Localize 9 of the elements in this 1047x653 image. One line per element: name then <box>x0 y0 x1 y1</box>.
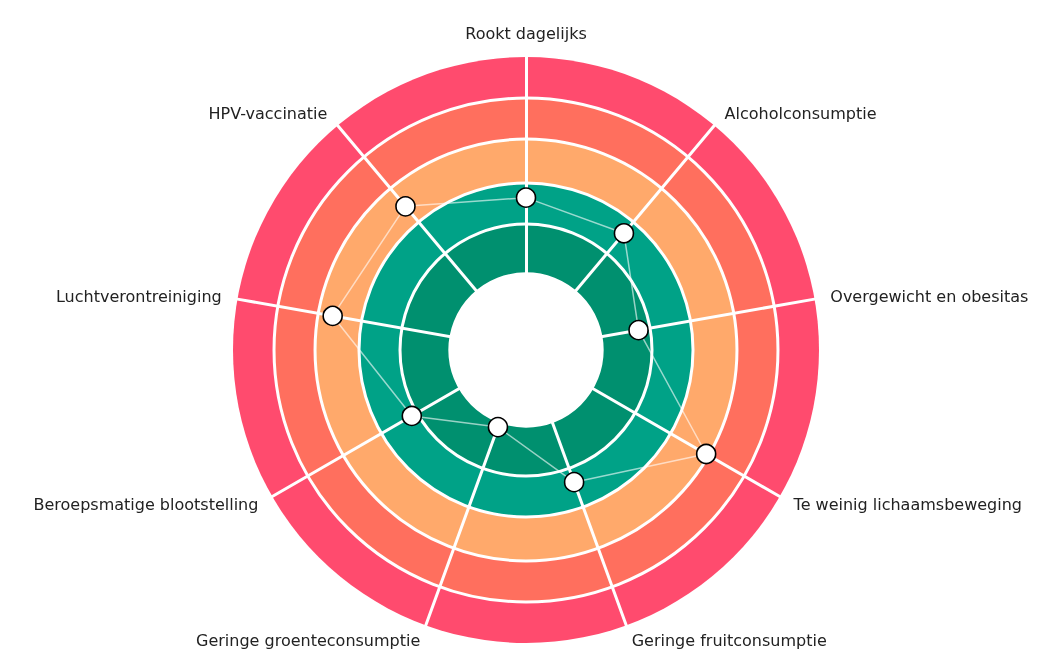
spoke-label: HPV-vaccinatie <box>208 103 328 123</box>
spoke-label: Luchtverontreiniging <box>55 286 222 306</box>
spoke-label: Te weinig lichaamsbeweging <box>792 495 1022 514</box>
spoke-label: Geringe groenteconsumptie <box>196 630 421 650</box>
spoke-label: Alcoholconsumptie <box>724 103 877 123</box>
spoke-label: Rookt dagelijks <box>465 23 587 43</box>
spoke-label: Overgewicht en obesitas <box>830 286 1029 306</box>
spoke-label: Beroepsmatige blootstelling <box>33 495 259 514</box>
spoke-label: Geringe fruitconsumptie <box>631 630 827 650</box>
